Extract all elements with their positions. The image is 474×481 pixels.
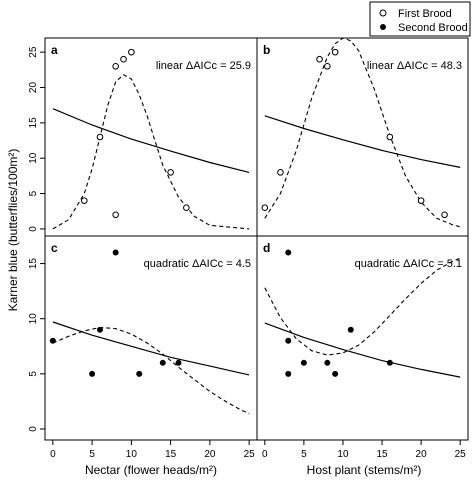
y-tick-label: 5	[28, 371, 39, 377]
x-tick-label: 25	[244, 449, 256, 460]
panel-a-annotation: linear ΔAICc = 25.9	[156, 60, 251, 72]
panel-a-data-point	[96, 133, 104, 141]
panel-b-data-point	[441, 211, 448, 219]
panel-c-annotation: quadratic ΔAICc = 4.5	[144, 258, 251, 270]
panel-d-data-point	[332, 370, 339, 377]
panel-b-dashed-fit-line	[264, 38, 461, 228]
panel-b-data-point	[316, 55, 323, 63]
panel-a-data-point	[80, 197, 88, 204]
panel-d-label: d	[263, 241, 270, 255]
panel-b-data-point	[331, 48, 339, 56]
panel-b-data-point	[417, 197, 425, 204]
y-tick-label: 0	[28, 426, 39, 432]
panel-c-data-point	[49, 337, 56, 344]
panel-b: b linear ΔAICc = 48.3	[256, 37, 469, 237]
panel-a: 0 5 10 15 20 25 a linear ΔAICc = 25.9	[28, 37, 258, 237]
legend-box	[369, 1, 471, 37]
panel-c-data-point	[175, 359, 182, 366]
y-tick-label: 15	[28, 258, 39, 270]
x-tick-label: 15	[376, 449, 388, 460]
y-tick-label: 10	[28, 313, 39, 325]
x-tick-label: 15	[165, 449, 177, 460]
panel-c-data-point	[112, 249, 119, 256]
x-tick-label: 10	[126, 449, 138, 460]
panel-a-solid-fit-line	[52, 108, 250, 173]
panel-d-data-point	[285, 370, 292, 377]
x-tick-label: 20	[416, 449, 428, 460]
panel-d-data-point	[285, 337, 292, 344]
panel-c-dashed-fit-line	[52, 326, 250, 415]
y-tick-label: 25	[28, 46, 39, 58]
panel-c-data-point	[159, 359, 166, 366]
panel-b-annotation: linear ΔAICc = 48.3	[367, 60, 462, 72]
panel-d-data-point	[324, 359, 331, 366]
panel-d-data-point	[347, 326, 354, 333]
x-tick-label: 0	[50, 449, 56, 460]
panel-a-data-point	[183, 204, 190, 212]
panel-c-data-point	[96, 326, 103, 333]
x-tick-label: 25	[455, 449, 467, 460]
panel-b-data-point	[386, 133, 394, 141]
panel-a-data-point	[167, 169, 174, 176]
panel-b-data-point	[324, 62, 331, 70]
legend-marker-second-brood	[380, 24, 386, 30]
y-tick-label: 15	[28, 117, 39, 129]
panel-a-label: a	[51, 43, 58, 57]
legend-marker-first-brood	[379, 9, 387, 17]
panels-group: 0 5 10 15 20 25 a linear ΔAICc = 25.9 b linear ΔA…	[28, 37, 469, 460]
legend-label-second-brood: Second Brood	[398, 22, 468, 34]
panel-a-data-point	[112, 211, 119, 219]
panel-a-dashed-fit-line	[52, 74, 250, 230]
panel-b-solid-fit-line	[264, 115, 461, 168]
panel-d-solid-fit-line	[264, 322, 461, 378]
panel-d-data-point	[300, 359, 307, 366]
legend: First Brood Second Brood	[369, 1, 471, 37]
panel-b-data-point	[261, 204, 269, 212]
x-tick-label: 5	[89, 449, 95, 460]
panel-d: 0 5 10 15 20 25 d quadratic ΔAICc = 5.1	[256, 235, 469, 460]
panel-a-data-point	[120, 55, 127, 63]
panel-d-data-point	[386, 359, 393, 366]
x-tick-label: 20	[204, 449, 216, 460]
panel-c-data-point	[136, 370, 143, 377]
x-axis-title-right: Host plant (stems/m²)	[307, 463, 422, 477]
x-tick-label: 10	[337, 449, 349, 460]
y-tick-label: 10	[28, 152, 39, 164]
x-tick-label: 5	[301, 449, 307, 460]
panel-c-label: c	[51, 241, 58, 255]
panel-c-solid-fit-line	[52, 321, 250, 376]
panel-a-data-point	[128, 48, 135, 56]
x-axis-title-left: Nectar (flower heads/m²)	[85, 463, 217, 477]
y-tick-label: 0	[28, 226, 39, 232]
y-tick-label: 5	[28, 190, 39, 196]
panel-d-dashed-fit-line	[264, 257, 461, 356]
panel-c-data-point	[89, 370, 96, 377]
x-tick-label: 0	[262, 449, 268, 460]
panel-d-frame	[256, 235, 469, 441]
panel-d-data-point	[285, 249, 292, 256]
y-axis-title: Karner blue (butterflies/100m²)	[6, 149, 20, 312]
y-tick-label: 20	[28, 82, 39, 94]
panel-b-data-point	[277, 169, 284, 176]
panel-c: 0 5 10 15 0 5 10 15 20 25 c quadratic ΔAICc = 4.5	[28, 235, 258, 460]
panel-a-data-point	[112, 62, 119, 70]
legend-label-first-brood: First Brood	[398, 8, 452, 20]
panel-d-annotation: quadratic ΔAICc = 5.1	[355, 258, 462, 270]
panel-b-label: b	[263, 43, 270, 57]
